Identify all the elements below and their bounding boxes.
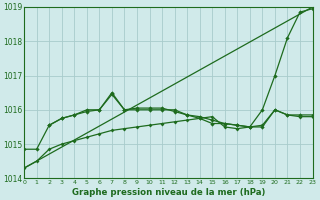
X-axis label: Graphe pression niveau de la mer (hPa): Graphe pression niveau de la mer (hPa) (72, 188, 265, 197)
